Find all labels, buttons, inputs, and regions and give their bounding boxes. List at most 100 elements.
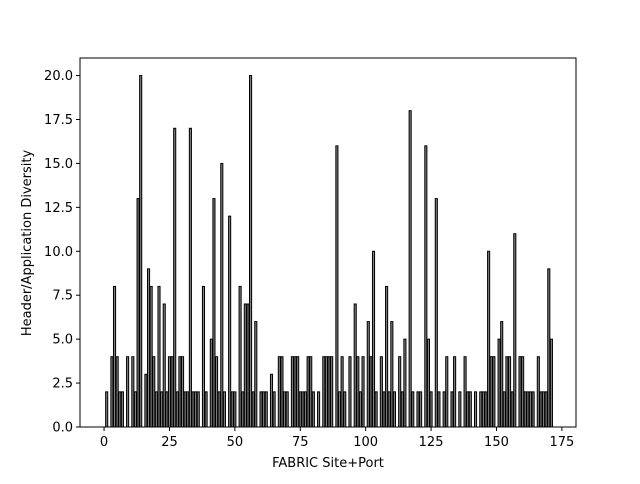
bar	[385, 285, 389, 428]
bar	[131, 356, 135, 428]
bar	[437, 391, 441, 428]
bar	[285, 391, 289, 428]
bar	[492, 356, 496, 428]
x-tick-label: 100	[353, 435, 378, 450]
bar	[544, 391, 548, 428]
bar	[424, 145, 428, 428]
bar	[201, 285, 206, 428]
bar	[353, 303, 357, 428]
bar	[468, 391, 472, 428]
bar	[217, 391, 221, 428]
bar	[230, 391, 234, 428]
bar	[269, 373, 274, 428]
bar	[463, 356, 467, 428]
bar	[183, 391, 187, 428]
bar	[241, 391, 245, 428]
bar	[152, 356, 156, 428]
bar	[126, 356, 130, 428]
plot-frame	[79, 57, 577, 428]
bar	[254, 321, 258, 428]
bar	[105, 391, 109, 428]
bar	[403, 338, 407, 428]
bar	[259, 391, 263, 428]
bar	[160, 391, 164, 428]
bar	[324, 356, 328, 428]
bar	[157, 285, 161, 428]
bar	[165, 391, 169, 428]
bar	[508, 356, 512, 428]
bar	[473, 391, 478, 428]
bar	[489, 356, 493, 428]
bar	[112, 285, 117, 428]
bar	[196, 391, 200, 428]
bar	[277, 356, 281, 428]
bar	[249, 75, 253, 428]
bar	[296, 356, 300, 428]
bar	[387, 391, 391, 428]
y-tick-label: 2.5	[52, 377, 73, 392]
bar	[215, 356, 219, 428]
bar	[167, 356, 172, 428]
bar	[272, 391, 276, 428]
bar	[243, 303, 247, 428]
bar	[238, 285, 242, 428]
bar	[306, 356, 310, 428]
bar	[290, 356, 294, 428]
bar	[251, 391, 255, 428]
bar	[434, 198, 438, 428]
y-axis-label: Header/Application Diversity	[20, 150, 35, 337]
bar	[340, 356, 344, 428]
bar	[371, 250, 376, 428]
bar	[170, 356, 174, 428]
bar	[442, 391, 446, 428]
bar	[382, 391, 386, 428]
bar	[264, 391, 268, 428]
bar	[392, 391, 396, 428]
bar	[139, 75, 143, 428]
bar	[262, 391, 266, 428]
bar	[419, 391, 423, 428]
y-tick-label: 15.0	[44, 157, 73, 172]
bar	[398, 356, 402, 428]
bar	[481, 391, 485, 428]
bar	[369, 356, 373, 428]
bar	[497, 338, 501, 428]
bar	[228, 215, 232, 428]
bar	[536, 356, 540, 428]
bar	[118, 391, 122, 428]
bar	[133, 391, 138, 428]
bar	[390, 321, 394, 428]
y-tick-label: 12.5	[44, 201, 73, 216]
bar	[348, 356, 352, 428]
bar	[416, 391, 420, 428]
bar	[453, 356, 457, 428]
bar	[181, 356, 185, 428]
bar	[149, 285, 153, 428]
x-tick-label: 75	[292, 435, 309, 450]
bar	[110, 356, 114, 428]
y-tick-label: 10.0	[44, 245, 73, 260]
bar	[162, 303, 166, 428]
bar	[209, 338, 213, 428]
bar	[222, 391, 226, 428]
bar	[327, 356, 331, 428]
bar	[502, 391, 506, 428]
bar	[356, 356, 360, 428]
bar	[408, 110, 412, 428]
bar	[510, 391, 514, 428]
x-tick-label: 125	[419, 435, 444, 450]
bar	[479, 391, 483, 428]
bar	[303, 391, 308, 428]
bar	[526, 391, 530, 428]
bar	[379, 356, 383, 428]
bar	[194, 391, 198, 428]
x-tick-label: 175	[549, 435, 574, 450]
bar	[212, 198, 216, 428]
bar	[322, 356, 326, 428]
x-tick-label: 50	[227, 435, 244, 450]
bar	[487, 250, 491, 428]
x-tick-label: 150	[484, 435, 509, 450]
bar	[358, 391, 362, 428]
bar	[500, 321, 504, 428]
